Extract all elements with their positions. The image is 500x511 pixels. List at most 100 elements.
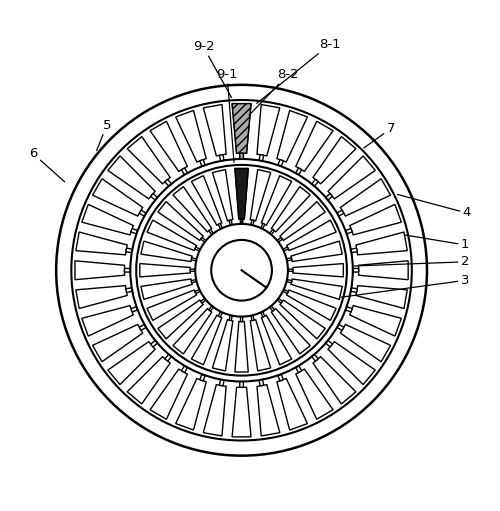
Polygon shape <box>356 232 408 255</box>
Text: 9-2: 9-2 <box>192 40 232 98</box>
Polygon shape <box>173 187 212 232</box>
Polygon shape <box>351 248 357 252</box>
Polygon shape <box>353 268 358 272</box>
Polygon shape <box>277 237 282 242</box>
Polygon shape <box>337 210 344 216</box>
Polygon shape <box>204 105 226 156</box>
Polygon shape <box>259 380 264 386</box>
Polygon shape <box>208 306 214 311</box>
Polygon shape <box>173 309 212 354</box>
Polygon shape <box>76 286 127 309</box>
Polygon shape <box>229 220 232 225</box>
Polygon shape <box>165 179 172 186</box>
Polygon shape <box>220 155 224 161</box>
Polygon shape <box>250 170 270 221</box>
Polygon shape <box>92 179 142 216</box>
Polygon shape <box>340 179 390 216</box>
Text: 2: 2 <box>353 256 469 268</box>
Polygon shape <box>346 307 352 312</box>
Polygon shape <box>232 104 251 153</box>
Polygon shape <box>195 247 200 251</box>
Polygon shape <box>262 176 292 225</box>
Polygon shape <box>200 237 206 242</box>
Polygon shape <box>127 357 170 404</box>
Polygon shape <box>346 228 352 234</box>
Polygon shape <box>296 121 333 171</box>
Circle shape <box>136 165 347 376</box>
Polygon shape <box>291 279 343 299</box>
Polygon shape <box>270 306 274 311</box>
Polygon shape <box>280 202 326 240</box>
Polygon shape <box>82 204 134 235</box>
Text: 3: 3 <box>341 274 469 297</box>
Polygon shape <box>337 324 344 331</box>
Circle shape <box>211 240 272 300</box>
Polygon shape <box>240 153 244 159</box>
Polygon shape <box>108 342 155 385</box>
Polygon shape <box>82 306 134 336</box>
Polygon shape <box>286 290 336 320</box>
Polygon shape <box>182 168 188 175</box>
Polygon shape <box>150 369 188 419</box>
Polygon shape <box>283 289 288 293</box>
Polygon shape <box>150 194 158 200</box>
Polygon shape <box>229 315 232 320</box>
Polygon shape <box>328 156 376 199</box>
Polygon shape <box>176 110 206 162</box>
Text: 8-2: 8-2 <box>249 68 298 115</box>
Polygon shape <box>326 194 332 200</box>
Polygon shape <box>313 357 356 404</box>
Polygon shape <box>350 306 402 336</box>
Polygon shape <box>277 298 282 303</box>
Polygon shape <box>150 121 188 171</box>
Polygon shape <box>192 176 222 225</box>
Polygon shape <box>312 179 318 186</box>
Polygon shape <box>204 385 226 436</box>
Polygon shape <box>191 280 196 283</box>
Polygon shape <box>139 210 146 216</box>
Polygon shape <box>141 279 192 299</box>
Polygon shape <box>139 324 146 331</box>
Polygon shape <box>296 168 302 175</box>
Polygon shape <box>147 220 196 250</box>
Polygon shape <box>277 379 308 430</box>
Polygon shape <box>358 261 408 280</box>
Polygon shape <box>182 366 188 373</box>
Polygon shape <box>272 309 310 354</box>
Polygon shape <box>131 307 138 312</box>
Polygon shape <box>280 300 326 339</box>
Polygon shape <box>212 170 233 221</box>
Polygon shape <box>235 321 248 372</box>
Polygon shape <box>250 320 270 371</box>
Polygon shape <box>351 288 357 292</box>
Polygon shape <box>220 380 224 386</box>
Polygon shape <box>126 288 132 292</box>
Polygon shape <box>293 264 344 277</box>
Polygon shape <box>240 153 244 159</box>
Polygon shape <box>131 228 138 234</box>
Polygon shape <box>92 324 142 362</box>
Polygon shape <box>251 315 254 320</box>
Polygon shape <box>259 155 264 161</box>
Polygon shape <box>232 387 251 437</box>
Polygon shape <box>232 104 251 153</box>
Polygon shape <box>262 315 292 365</box>
Polygon shape <box>326 340 332 347</box>
Polygon shape <box>240 219 242 224</box>
Polygon shape <box>195 289 200 293</box>
Circle shape <box>72 100 412 440</box>
Polygon shape <box>340 324 390 362</box>
Text: 7: 7 <box>364 122 395 148</box>
Polygon shape <box>218 223 222 229</box>
Polygon shape <box>251 220 254 225</box>
Polygon shape <box>212 320 233 371</box>
Polygon shape <box>288 269 293 271</box>
Polygon shape <box>200 159 205 166</box>
Polygon shape <box>176 379 206 430</box>
Polygon shape <box>147 290 196 320</box>
Polygon shape <box>200 298 206 303</box>
Polygon shape <box>296 369 333 419</box>
Polygon shape <box>158 300 203 339</box>
Polygon shape <box>108 156 155 199</box>
Polygon shape <box>313 136 356 184</box>
